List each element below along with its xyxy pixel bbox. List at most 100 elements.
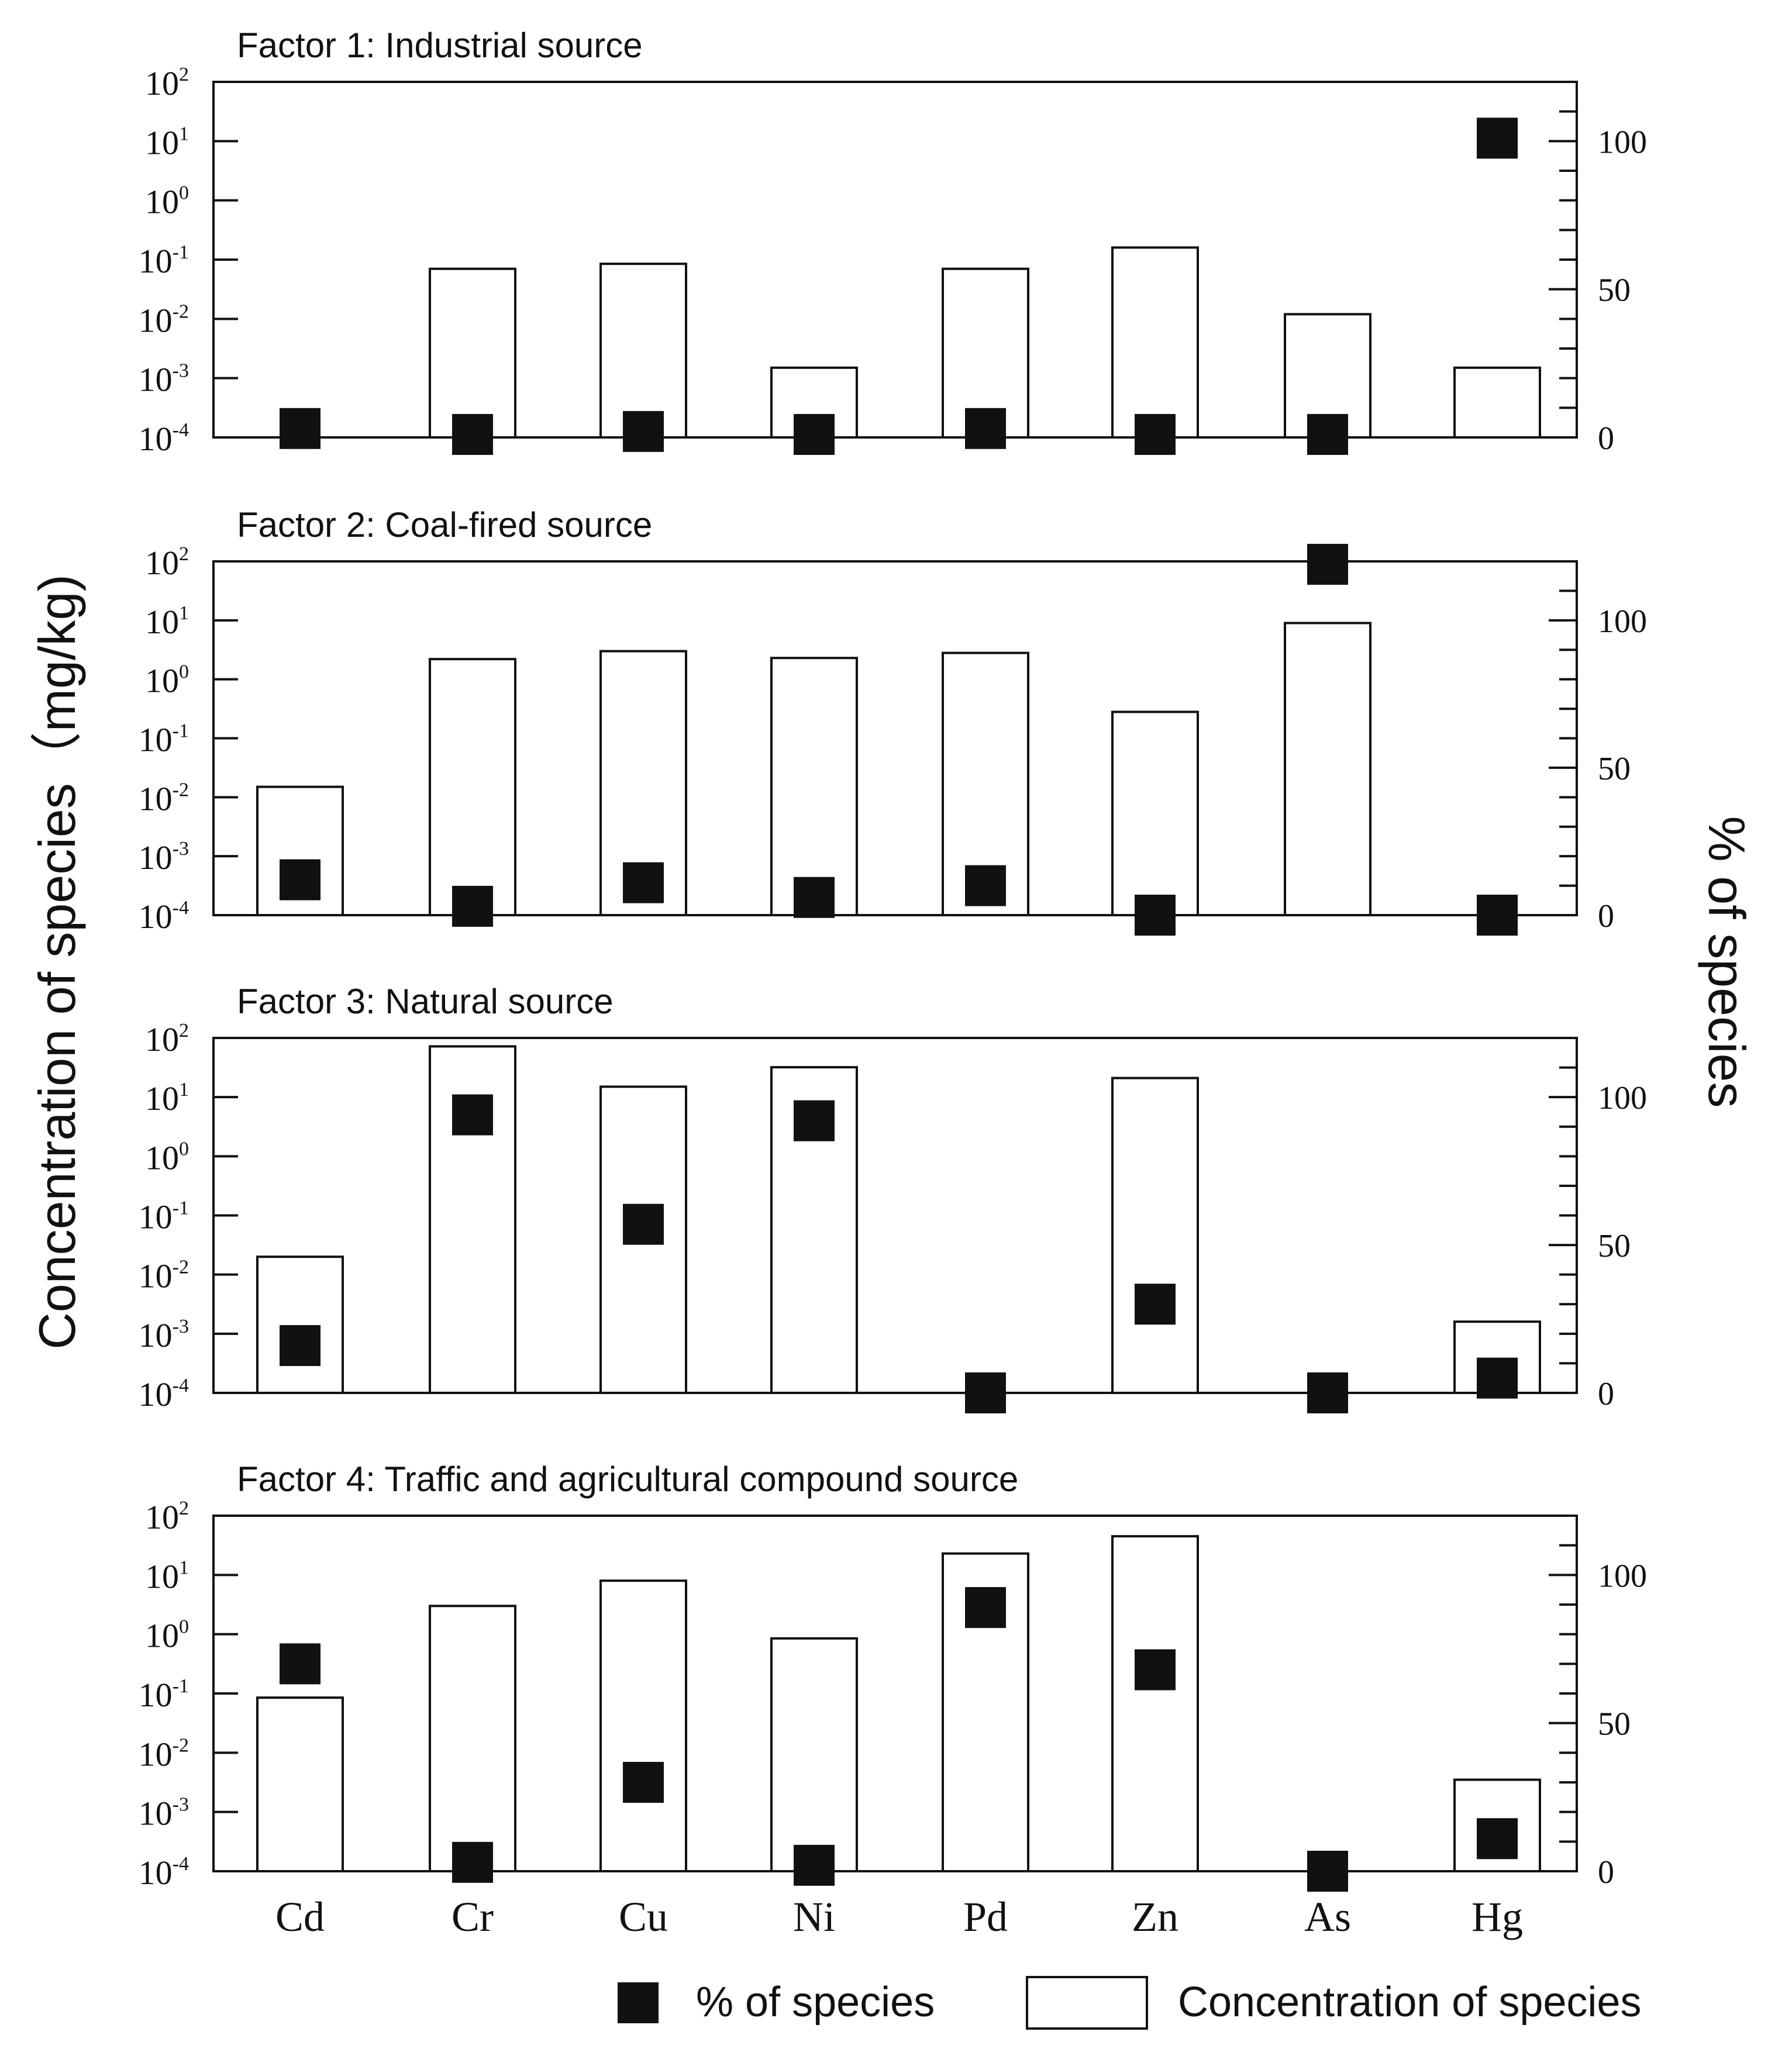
panel-title: Factor 2: Coal-fired source — [237, 505, 652, 544]
concentration-bar — [429, 658, 516, 916]
concentration-bar — [1453, 366, 1541, 439]
percent-marker — [623, 1203, 664, 1245]
panel-1: Factor 1: Industrial source 102 101 100 10-1… — [139, 26, 1647, 458]
y-tick-label: 10-2 — [139, 1734, 189, 1773]
x-category-label: Cd — [275, 1893, 325, 1940]
percent-marker — [1307, 544, 1348, 585]
y-tick-label: 102 — [145, 1498, 189, 1536]
percent-marker — [794, 1100, 835, 1141]
percent-marker — [1307, 1851, 1348, 1892]
percent-marker — [965, 865, 1006, 906]
concentration-bar — [1111, 1077, 1199, 1395]
y-tick-label: 102 — [145, 1020, 189, 1058]
percent-marker — [452, 1094, 493, 1136]
y-tick-label: 10-2 — [139, 301, 189, 339]
panel-3: Factor 3: Natural source 102 101 100 10-1 10-… — [139, 982, 1647, 1413]
y-tick-label: 100 — [145, 1616, 189, 1655]
y2-tick-label: 50 — [1598, 1706, 1631, 1743]
legend-square-label: % of species — [696, 1979, 935, 2026]
y2-tick-label: 0 — [1598, 420, 1614, 457]
percent-marker — [623, 1762, 664, 1803]
percent-marker — [623, 862, 664, 903]
x-category-label: As — [1304, 1893, 1351, 1940]
x-category-label: Hg — [1471, 1893, 1523, 1940]
percent-marker — [965, 1372, 1006, 1413]
y-tick-label: 10-1 — [139, 242, 189, 280]
y-tick-label: 10-3 — [139, 838, 189, 877]
percent-marker — [452, 1841, 493, 1883]
y-axis-label: Concentration of species（mg/kg) — [28, 574, 86, 1350]
y-tick-label: 102 — [145, 543, 189, 582]
x-axis-categories: Cd Cr Cu Ni Pd Zn As Hg — [275, 1893, 1523, 1940]
panel-2: Factor 2: Coal-fired source 102 101 100 10-1… — [139, 505, 1647, 936]
percent-marker — [794, 413, 835, 455]
plot-frame — [212, 560, 1578, 916]
concentration-bar — [256, 1696, 344, 1872]
y-tick-label: 102 — [145, 64, 189, 102]
percent-marker — [1307, 413, 1348, 455]
percent-marker — [280, 408, 321, 449]
x-category-label: Pd — [963, 1893, 1008, 1940]
legend-bar-icon — [1026, 1976, 1148, 2030]
plot-frame — [212, 1515, 1578, 1872]
y-tick-label: 10-4 — [139, 419, 189, 458]
y-tick-label: 10-3 — [139, 360, 189, 399]
y-tick-label: 101 — [145, 1557, 189, 1595]
concentration-bar — [770, 1637, 858, 1872]
percent-marker — [965, 1587, 1006, 1629]
concentration-bar — [942, 1552, 1029, 1872]
y2-axis-label: % of species — [1698, 816, 1756, 1108]
concentration-bar — [1284, 622, 1371, 917]
x-category-label: Ni — [793, 1893, 835, 1940]
y2-tick-label: 100 — [1598, 603, 1647, 640]
percent-marker — [623, 411, 664, 452]
x-category-label: Zn — [1132, 1893, 1178, 1940]
percent-marker — [794, 1844, 835, 1886]
y2-tick-label: 50 — [1598, 272, 1631, 309]
y2-tick-label: 50 — [1598, 1228, 1631, 1264]
concentration-bar — [429, 267, 516, 439]
plot-frame — [212, 1037, 1578, 1394]
y-tick-label: 101 — [145, 602, 189, 641]
y2-tick-label: 100 — [1598, 1080, 1647, 1116]
y-tick-label: 100 — [145, 1138, 189, 1177]
legend-square-icon — [618, 1982, 659, 2023]
concentration-bar — [770, 657, 858, 916]
x-category-label: Cu — [619, 1893, 668, 1940]
percent-marker — [1135, 1649, 1176, 1691]
percent-marker — [1135, 895, 1176, 936]
concentration-bar — [429, 1605, 516, 1872]
percent-marker — [1477, 1818, 1518, 1860]
panel-title: Factor 4: Traffic and agricultural compo… — [237, 1460, 1018, 1499]
concentration-bar — [1111, 710, 1199, 917]
concentration-bar — [1111, 246, 1199, 439]
y-tick-label: 100 — [145, 182, 189, 221]
y-tick-label: 10-1 — [139, 1198, 189, 1236]
percent-marker — [794, 877, 835, 918]
y-tick-label: 10-2 — [139, 1257, 189, 1295]
panel-title: Factor 3: Natural source — [237, 982, 614, 1021]
y2-tick-label: 50 — [1598, 751, 1631, 787]
y2-tick-label: 0 — [1598, 898, 1614, 934]
concentration-bar — [599, 1579, 687, 1873]
percent-marker — [1135, 1284, 1176, 1325]
concentration-bar — [1111, 1535, 1199, 1872]
percent-marker — [1477, 895, 1518, 936]
y2-tick-label: 100 — [1598, 1558, 1647, 1594]
percent-marker — [1477, 118, 1518, 159]
y-tick-label: 100 — [145, 661, 189, 700]
y-tick-label: 10-1 — [139, 720, 189, 759]
y-tick-label: 10-4 — [139, 1853, 189, 1892]
y-tick-label: 10-3 — [139, 1794, 189, 1833]
panels: Factor 1: Industrial source 102 101 100 10-1… — [139, 26, 1647, 1892]
percent-marker — [280, 1643, 321, 1685]
percent-marker — [1307, 1372, 1348, 1413]
legend-bar-label: Concentration of species — [1178, 1979, 1641, 2026]
percent-marker — [452, 885, 493, 927]
panel-4: Factor 4: Traffic and agricultural compo… — [139, 1460, 1647, 1892]
percent-marker — [1477, 1357, 1518, 1399]
concentration-bar — [256, 1255, 344, 1394]
y-tick-label: 101 — [145, 123, 189, 161]
y-tick-label: 10-1 — [139, 1675, 189, 1714]
